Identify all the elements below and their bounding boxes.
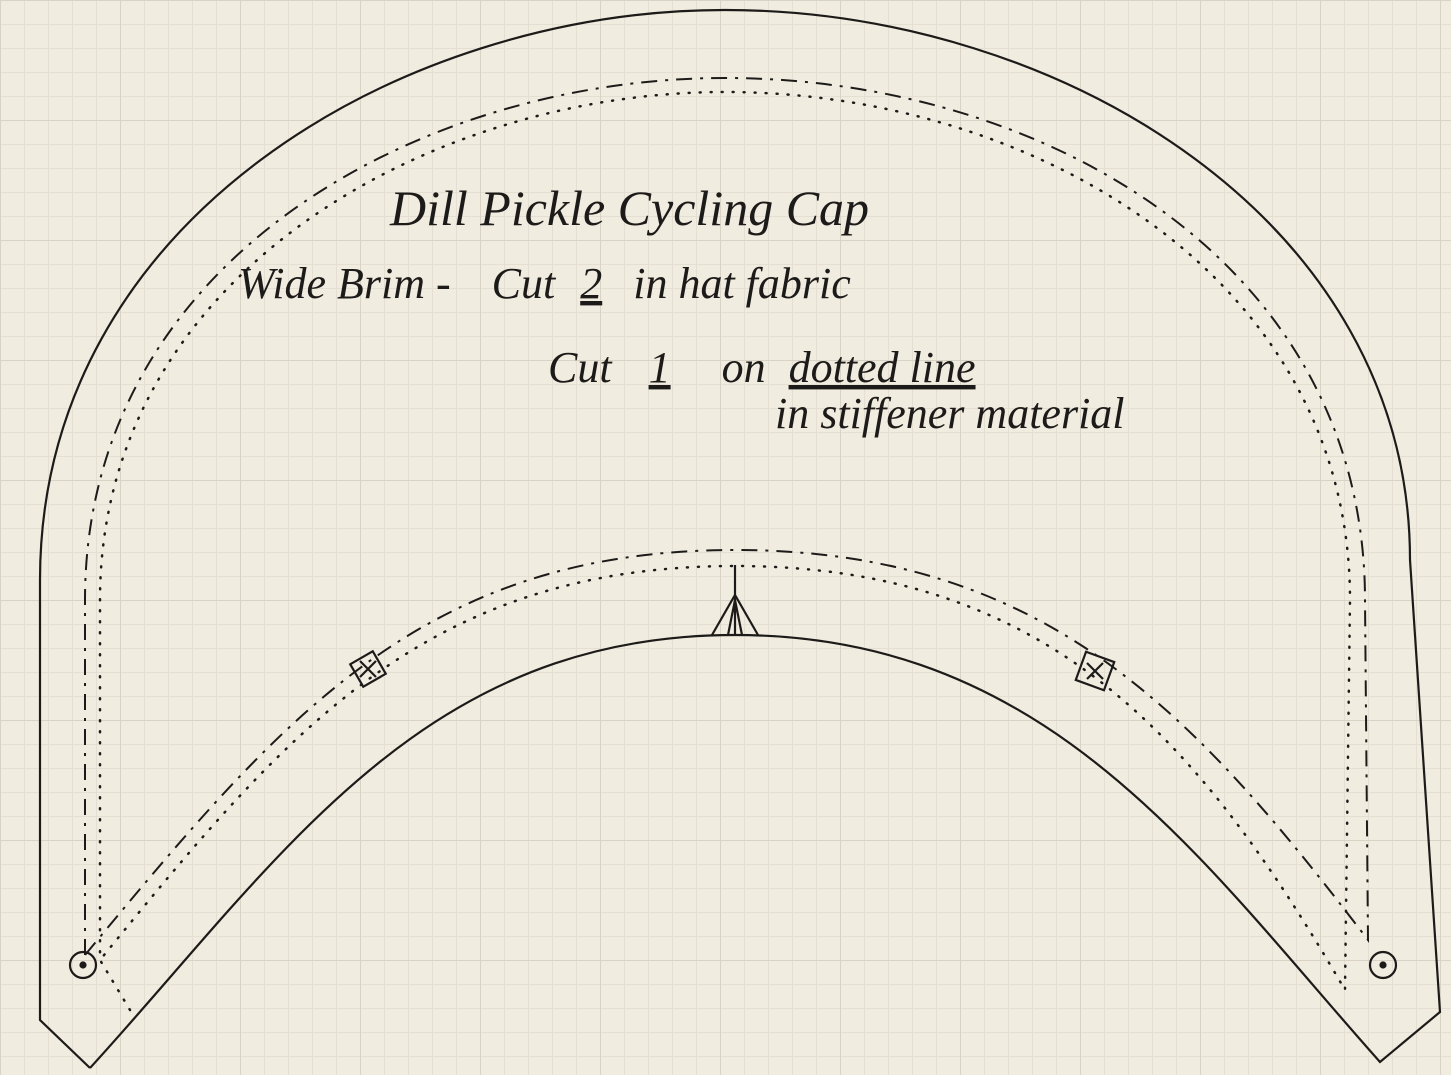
seam-line xyxy=(84,76,1370,956)
text-segment: on xyxy=(722,343,766,392)
instruction-line: Wide Brim - Cut 2 in hat fabric xyxy=(238,259,851,308)
text-segment: Wide Brim - xyxy=(238,259,451,308)
text-segment: 2 xyxy=(580,259,602,308)
text-segment: Cut xyxy=(492,259,557,308)
text-segment: in hat fabric xyxy=(633,259,851,308)
instruction-line: in stiffener material xyxy=(775,389,1125,438)
notch-marks xyxy=(68,565,1398,980)
text-segment: 1 xyxy=(649,343,671,392)
text-segment: dotted line xyxy=(789,343,976,392)
stiffener-line xyxy=(98,90,1352,1012)
text-segment: Cut xyxy=(548,343,613,392)
title: Dill Pickle Cycling Cap xyxy=(389,180,869,236)
brim-outline xyxy=(38,8,1442,1069)
instruction-line: Cut 1 on dotted line xyxy=(548,343,976,392)
